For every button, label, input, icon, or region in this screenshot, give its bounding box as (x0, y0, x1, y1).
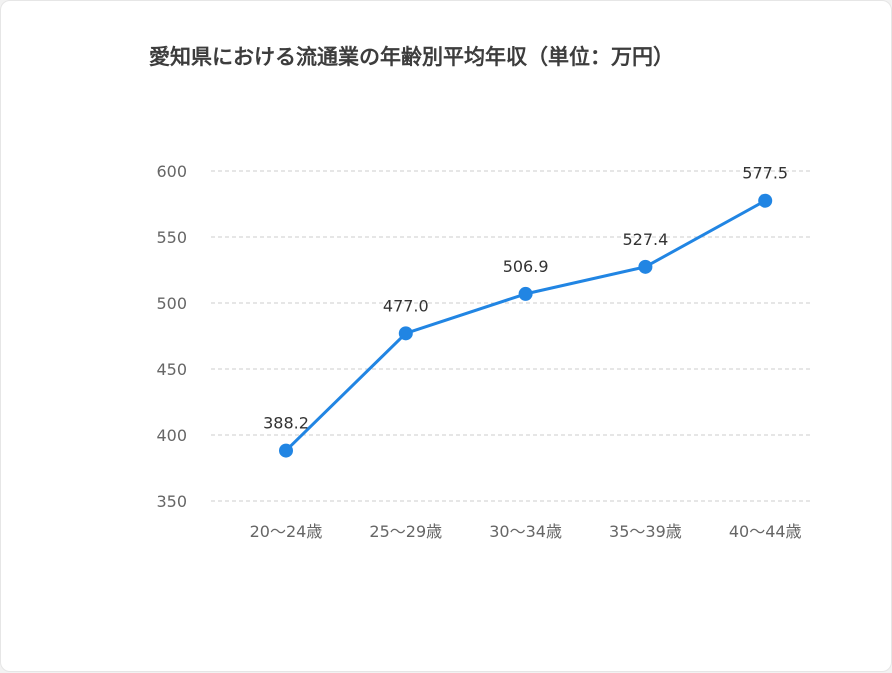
y-tick-label: 350 (156, 492, 187, 511)
x-tick-label: 25〜29歳 (369, 522, 442, 541)
chart-title: 愛知県における流通業の年齢別平均年収（単位：万円） (149, 45, 674, 69)
series-line (284, 199, 767, 453)
y-tick-label: 600 (156, 162, 187, 181)
data-point (398, 326, 413, 341)
data-labels: 388.2 477.0 506.9 527.4 577.5 (263, 164, 788, 433)
data-label: 506.9 (503, 257, 549, 276)
data-point (758, 193, 773, 208)
data-label: 527.4 (622, 230, 668, 249)
data-point (638, 259, 653, 274)
gridlines (211, 170, 811, 502)
series-points (279, 193, 773, 458)
x-tick-label: 40〜44歳 (729, 522, 802, 541)
data-label: 577.5 (742, 164, 788, 183)
y-tick-label: 550 (156, 228, 187, 247)
y-tick-label: 450 (156, 360, 187, 379)
y-tick-label: 400 (156, 426, 187, 445)
data-label: 477.0 (383, 296, 429, 315)
x-tick-label: 20〜24歳 (250, 522, 323, 541)
series-line-group (284, 199, 767, 453)
y-axis-ticks: 350 400 450 500 550 600 (156, 162, 187, 511)
x-tick-label: 35〜39歳 (609, 522, 682, 541)
data-point (518, 286, 533, 301)
y-tick-label: 500 (156, 294, 187, 313)
data-point (279, 443, 293, 458)
x-tick-label: 30〜34歳 (489, 522, 562, 541)
x-axis-ticks: 20〜24歳 25〜29歳 30〜34歳 35〜39歳 40〜44歳 (250, 522, 802, 541)
data-label: 388.2 (263, 414, 309, 433)
